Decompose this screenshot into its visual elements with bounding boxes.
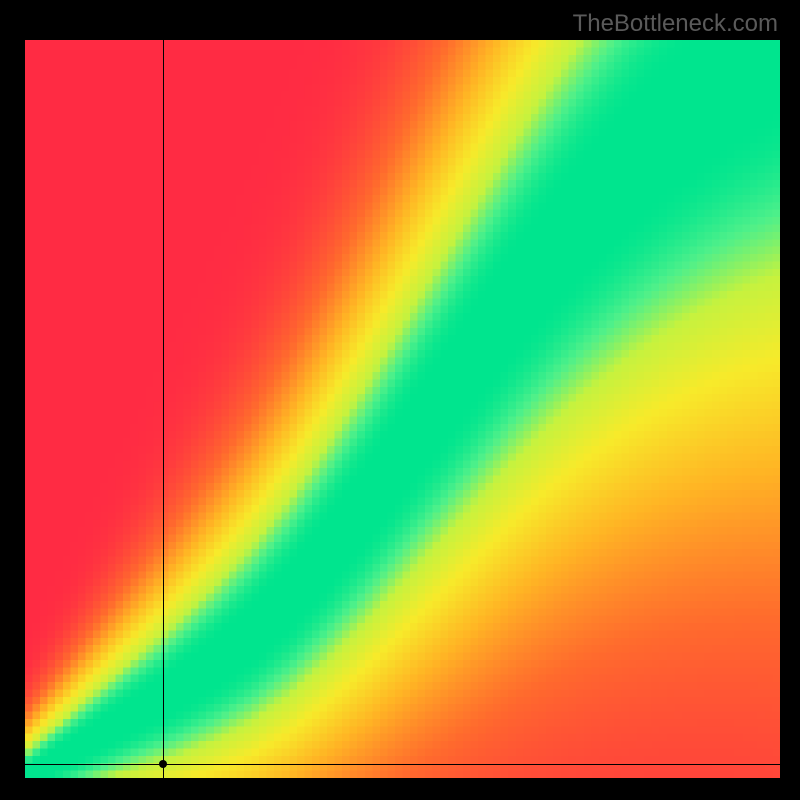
y-axis-line [163, 40, 164, 778]
watermark-label: TheBottleneck.com [573, 10, 778, 38]
current-point-marker [159, 760, 167, 768]
bottleneck-heatmap [25, 40, 780, 778]
x-axis-line [25, 764, 790, 765]
chart-container: TheBottleneck.com [0, 0, 800, 800]
